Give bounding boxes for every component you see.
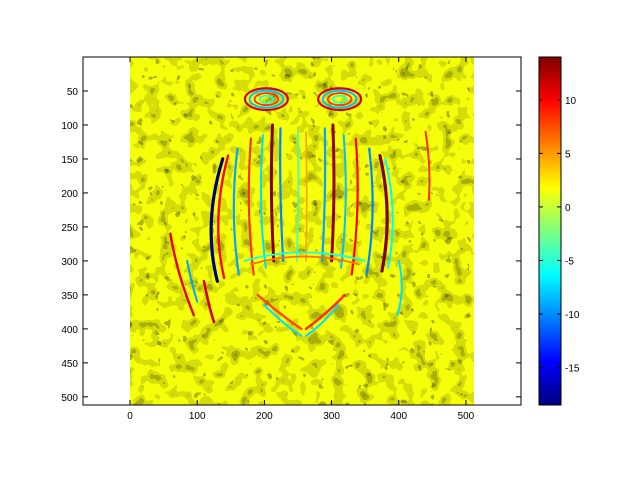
right-nose-red-ridge: [330, 123, 336, 263]
left-eye-ring-1: [248, 89, 285, 109]
colorbar: 10 5 0 -5 -10 -15: [538, 56, 580, 406]
right-eye: [317, 87, 363, 112]
mouth-right-red: [304, 293, 347, 331]
heatmap-structures: [169, 87, 431, 337]
axis-ticks: 0 100 200 300 400 500 50 100 150 200 250 300 350 400 4…: [61, 56, 522, 422]
colorbar-tick-label: -10: [565, 310, 580, 321]
y-tick-label: 150: [61, 155, 78, 166]
y-tick-label: 500: [61, 393, 78, 404]
y-tick-label: 300: [61, 257, 78, 268]
x-tick-label: 200: [256, 411, 273, 422]
left-eye-ring-3: [258, 94, 275, 104]
left-inner-blue-ridge: [259, 134, 267, 269]
colorbar-gradient: [538, 56, 562, 406]
right-inner-red-ridge: [350, 137, 359, 276]
mouth-left-blue: [263, 304, 303, 337]
left-outer-red-ridge: [217, 154, 230, 280]
y-tick-label: 200: [61, 189, 78, 200]
nose-base-blue: [243, 251, 367, 262]
right-eye-ring-1: [321, 89, 358, 109]
y-tick-label: 250: [61, 223, 78, 234]
colorbar-tick-label: -5: [565, 256, 574, 267]
right-inner-blue-ridge: [339, 134, 347, 269]
right-eye-ring-3: [331, 94, 348, 104]
y-tick-label: 350: [61, 291, 78, 302]
colorbar-tick-label: 10: [565, 96, 577, 107]
colorbar-tick-label: 0: [565, 203, 571, 214]
left-nose-blue-ridge: [279, 127, 285, 263]
right-fur-red-1: [424, 130, 431, 201]
right-eye-ring-2: [326, 92, 353, 107]
left-nose-red-ridge: [269, 123, 276, 263]
mouth-left-red: [256, 293, 303, 331]
right-outer-red-ridge: [378, 153, 389, 273]
heatmap-image: [130, 57, 474, 405]
right-outer-blue-ridge: [384, 157, 394, 269]
axes-border: [82, 56, 522, 406]
mouth-right-blue: [305, 304, 340, 337]
y-tick-label: 100: [61, 121, 78, 132]
left-fur-red-1: [169, 232, 196, 317]
x-tick-label: 300: [323, 411, 340, 422]
left-eye: [243, 87, 289, 112]
x-tick-label: 500: [458, 411, 475, 422]
left-fur-red-2: [202, 279, 216, 324]
right-nose-blue-ridge: [321, 127, 327, 263]
left-fur-blue: [186, 259, 199, 303]
left-mid-blue-ridge: [232, 147, 240, 276]
right-mid-blue-ridge: [365, 147, 374, 276]
colorbar-tick-label: -15: [565, 364, 580, 375]
y-tick-label: 50: [67, 87, 79, 98]
center-nose-line: [295, 130, 300, 262]
left-eye-ring-2: [253, 92, 280, 107]
x-tick-label: 0: [127, 411, 133, 422]
right-eye-ring-0: [317, 87, 363, 112]
heatmap-texture-warm: [130, 57, 474, 405]
right-fur-blue: [396, 259, 403, 317]
left-eye-ring-0: [243, 87, 289, 112]
colorbar-tick-label: 5: [565, 149, 571, 160]
y-tick-label: 400: [61, 325, 78, 336]
x-tick-label: 400: [390, 411, 407, 422]
x-tick-label: 100: [189, 411, 206, 422]
y-tick-label: 450: [61, 359, 78, 370]
center-nose-line-2: [305, 130, 308, 262]
left-outer-blue-ridge: [209, 157, 225, 283]
nose-base-red: [250, 255, 360, 266]
